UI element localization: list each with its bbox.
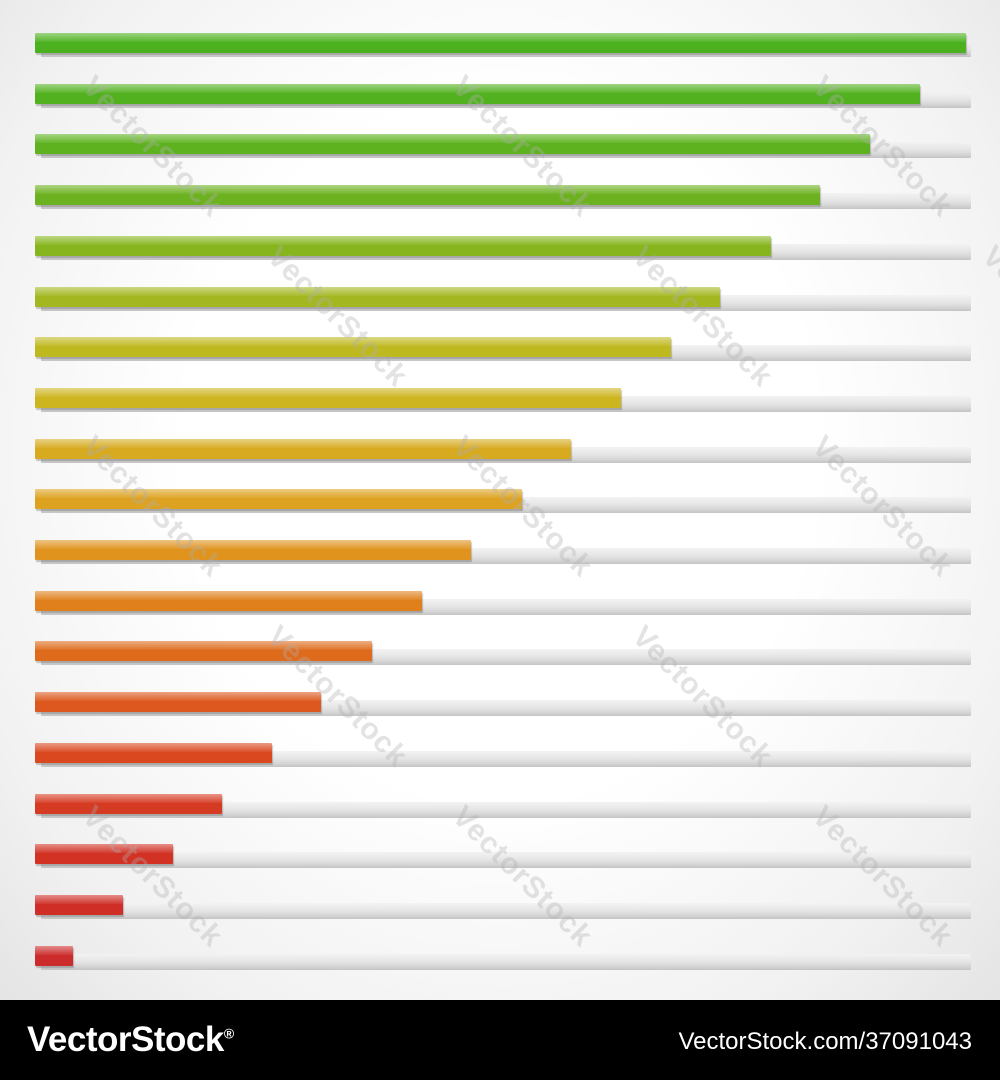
progress-bar xyxy=(0,33,1000,59)
progress-track xyxy=(41,902,971,919)
progress-bar xyxy=(0,742,1000,769)
progress-bar xyxy=(0,692,1000,718)
progress-fill xyxy=(35,286,720,307)
progress-fill xyxy=(35,438,571,459)
progress-fill xyxy=(35,742,272,763)
progress-fill xyxy=(35,641,372,662)
progress-fill xyxy=(35,945,73,966)
progress-fill xyxy=(35,540,471,560)
progress-track xyxy=(41,852,971,869)
progress-fill xyxy=(35,83,920,104)
progress-bar xyxy=(0,894,1000,921)
footer-bar: VectorStock® VectorStock.com/37091043 xyxy=(0,1000,1000,1080)
progress-track xyxy=(41,750,971,767)
progress-bar xyxy=(0,540,1000,566)
progress-bar-list xyxy=(0,33,1000,972)
progress-bar xyxy=(0,83,1000,110)
progress-bar xyxy=(0,590,1000,617)
progress-fill xyxy=(35,590,422,611)
progress-fill xyxy=(35,337,671,358)
progress-bar xyxy=(0,337,1000,363)
progress-bars-illustration: VectorStock VectorStock VectorStock VectorS… xyxy=(0,0,1000,1000)
progress-fill xyxy=(35,134,870,155)
progress-bar xyxy=(0,235,1000,262)
footer-brand-text: VectorStock xyxy=(27,1020,224,1059)
registered-mark: ® xyxy=(223,1025,234,1042)
progress-bar xyxy=(0,945,1000,972)
progress-track xyxy=(41,801,971,818)
progress-fill xyxy=(35,844,173,865)
progress-bar xyxy=(0,438,1000,465)
progress-fill xyxy=(35,33,966,53)
footer-brand-logo: VectorStock® xyxy=(27,1020,234,1060)
progress-bar xyxy=(0,387,1000,414)
progress-fill xyxy=(35,894,123,915)
progress-track xyxy=(41,953,971,970)
progress-fill xyxy=(35,692,321,713)
progress-bar xyxy=(0,185,1000,211)
progress-bar xyxy=(0,286,1000,313)
progress-bar xyxy=(0,489,1000,515)
footer-image-id: VectorStock.com/37091043 xyxy=(678,1028,972,1055)
progress-fill xyxy=(35,387,621,408)
progress-bar xyxy=(0,134,1000,160)
progress-fill xyxy=(35,185,820,206)
progress-bar xyxy=(0,641,1000,667)
progress-fill xyxy=(35,793,222,814)
progress-bar xyxy=(0,844,1000,870)
progress-fill xyxy=(35,235,771,256)
progress-bar xyxy=(0,793,1000,820)
progress-fill xyxy=(35,489,522,510)
